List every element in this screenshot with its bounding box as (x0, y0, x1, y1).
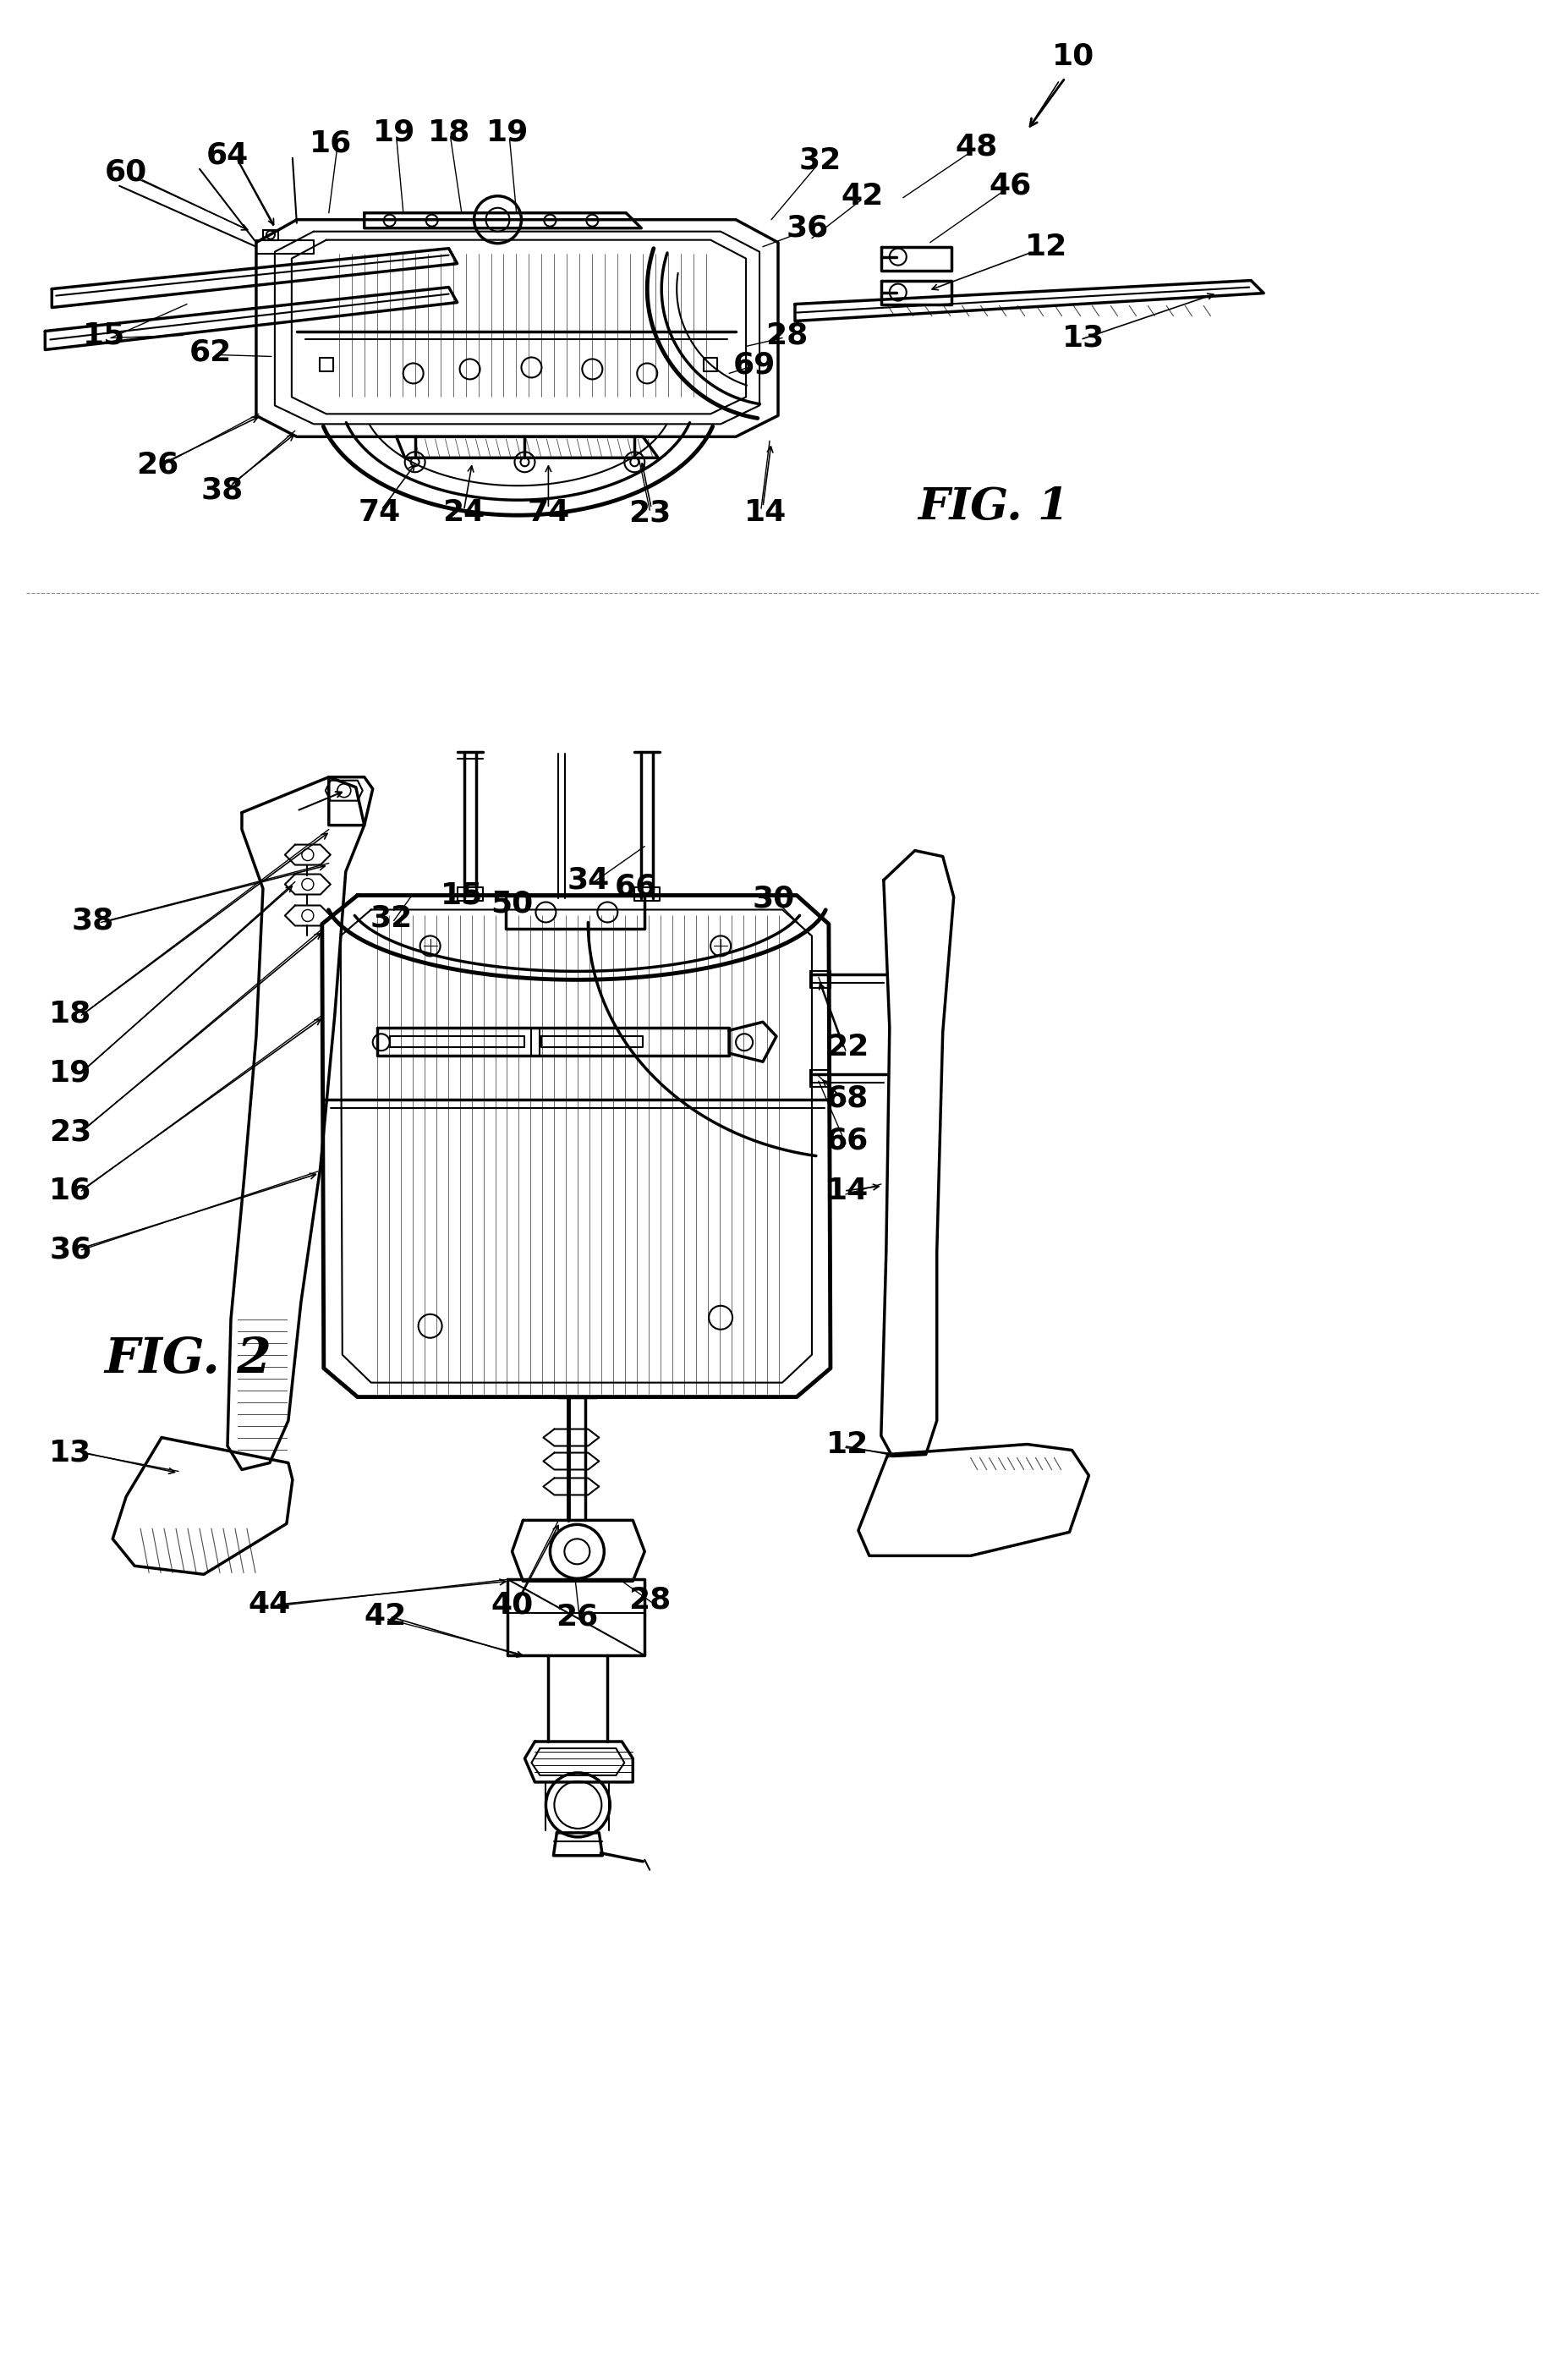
Text: 42: 42 (364, 1602, 406, 1630)
Text: FIG. 1: FIG. 1 (917, 486, 1069, 528)
Text: 19: 19 (49, 1059, 91, 1087)
Text: 12: 12 (1025, 231, 1068, 262)
Text: 74: 74 (358, 498, 401, 526)
Text: 10: 10 (1052, 42, 1094, 71)
Text: 12: 12 (826, 1430, 869, 1458)
Text: 44: 44 (248, 1590, 292, 1618)
Text: 18: 18 (428, 118, 470, 146)
Text: 14: 14 (745, 498, 787, 526)
Text: 23: 23 (49, 1118, 91, 1146)
Text: 38: 38 (201, 477, 243, 505)
Text: 40: 40 (491, 1590, 533, 1618)
Text: 36: 36 (787, 215, 829, 243)
Text: 36: 36 (49, 1236, 91, 1264)
Text: 16: 16 (309, 130, 351, 158)
Text: 28: 28 (765, 321, 808, 349)
Text: 15: 15 (441, 880, 483, 911)
Text: 18: 18 (49, 1000, 91, 1029)
Text: FIG. 2: FIG. 2 (103, 1335, 271, 1385)
Text: 13: 13 (1063, 323, 1105, 351)
Text: 62: 62 (190, 337, 232, 366)
Text: 30: 30 (753, 885, 795, 913)
Text: 15: 15 (83, 321, 125, 349)
Text: 74: 74 (527, 498, 569, 526)
Text: 50: 50 (491, 889, 533, 918)
Text: 46: 46 (989, 172, 1032, 201)
Text: 38: 38 (71, 906, 113, 934)
Text: 60: 60 (105, 158, 147, 186)
Text: 64: 64 (207, 142, 249, 170)
Text: 34: 34 (568, 866, 610, 894)
Text: 32: 32 (800, 146, 842, 175)
Text: 13: 13 (49, 1439, 91, 1467)
Text: 19: 19 (373, 118, 416, 146)
Text: 66: 66 (615, 873, 657, 901)
Text: 26: 26 (136, 451, 179, 479)
Text: 19: 19 (486, 118, 528, 146)
Text: 32: 32 (370, 903, 412, 932)
Text: 24: 24 (442, 498, 485, 526)
Text: 22: 22 (826, 1033, 869, 1062)
Text: 69: 69 (734, 351, 776, 380)
Text: 66: 66 (826, 1125, 869, 1154)
Text: 48: 48 (955, 132, 997, 160)
Text: 14: 14 (826, 1177, 869, 1205)
Text: 23: 23 (629, 498, 671, 526)
Text: 16: 16 (49, 1177, 91, 1205)
Text: 68: 68 (826, 1083, 869, 1113)
Text: 26: 26 (555, 1602, 599, 1630)
Text: 28: 28 (629, 1585, 671, 1614)
Text: 42: 42 (842, 182, 884, 210)
